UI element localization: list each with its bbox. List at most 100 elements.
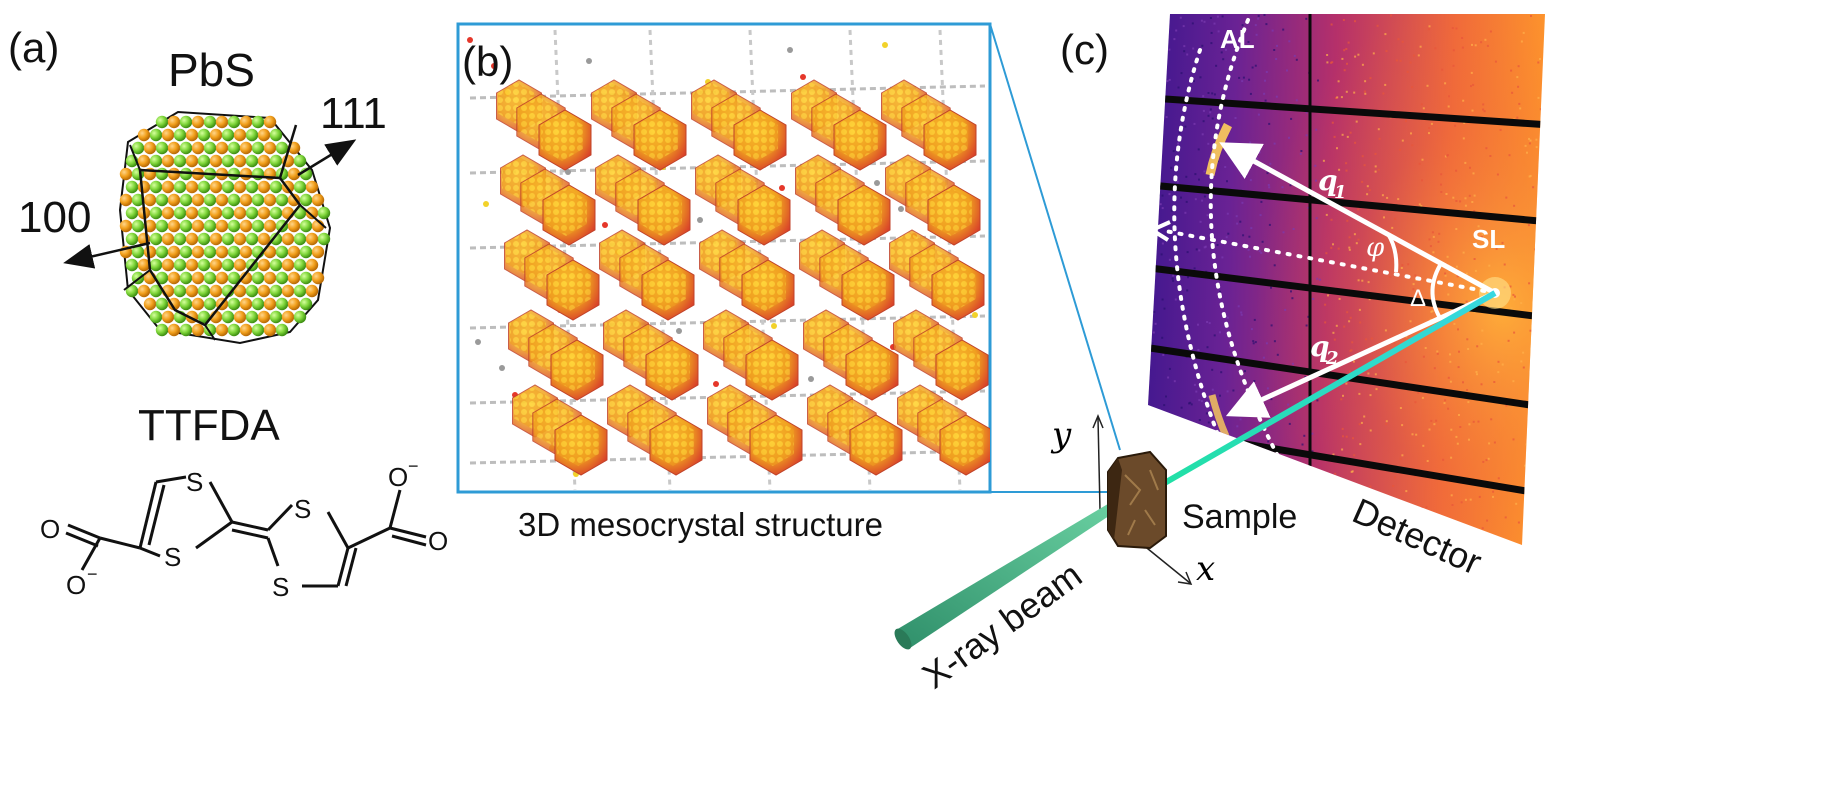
atom (185, 128, 199, 142)
atom-lattice (119, 115, 331, 337)
atom (245, 284, 259, 298)
atom (269, 206, 283, 220)
atom (197, 206, 211, 220)
atom (257, 284, 271, 298)
atom (209, 284, 223, 298)
reference-arrowhead (1147, 220, 1171, 242)
atom (257, 310, 271, 324)
panel-a-tag: (a) (8, 24, 59, 71)
charge-o-3: − (408, 456, 419, 476)
atom (125, 180, 139, 194)
atom (173, 206, 187, 220)
atom (203, 141, 217, 155)
atom-o-3: O (388, 462, 408, 492)
atom (203, 245, 217, 259)
atom (209, 258, 223, 272)
atom (233, 310, 247, 324)
atom-s-4: S (272, 572, 289, 602)
atom (239, 141, 253, 155)
atom (275, 141, 289, 155)
atom (221, 154, 235, 168)
atom (155, 323, 169, 337)
atom (257, 154, 271, 168)
atom (155, 167, 169, 181)
atom (197, 310, 211, 324)
atom (227, 219, 241, 233)
atom (275, 245, 289, 259)
atom (263, 193, 277, 207)
atom (227, 167, 241, 181)
atom (155, 245, 169, 259)
atom (125, 232, 139, 246)
atom (221, 310, 235, 324)
atom (239, 193, 253, 207)
atom (161, 258, 175, 272)
atom (215, 141, 229, 155)
atom (281, 310, 295, 324)
sl-label: SL (1472, 224, 1505, 254)
atom (179, 271, 193, 285)
atom (269, 284, 283, 298)
atom (275, 271, 289, 285)
atom (161, 154, 175, 168)
atom (209, 154, 223, 168)
atom (215, 115, 229, 129)
atom (149, 180, 163, 194)
atom (281, 258, 295, 272)
atom (173, 258, 187, 272)
atom (299, 297, 313, 311)
scattered-beam (1133, 290, 1497, 503)
atom (233, 284, 247, 298)
atom (149, 310, 163, 324)
atom (251, 297, 265, 311)
atom (245, 232, 259, 246)
atom (155, 115, 169, 129)
atom (173, 232, 187, 246)
atom (155, 141, 169, 155)
atom (233, 258, 247, 272)
atom (263, 271, 277, 285)
atom (161, 180, 175, 194)
atom (299, 219, 313, 233)
atom (203, 115, 217, 129)
atom (155, 193, 169, 207)
atom (179, 219, 193, 233)
atom (167, 245, 181, 259)
atom (227, 297, 241, 311)
atom (263, 219, 277, 233)
atom (299, 245, 313, 259)
facet-100-label: 100 (18, 193, 91, 242)
atom (311, 271, 325, 285)
atom (167, 193, 181, 207)
atom (227, 141, 241, 155)
atom (293, 284, 307, 298)
atom (173, 284, 187, 298)
zoom-connector-top (989, 23, 1121, 451)
atom (125, 206, 139, 220)
atom (257, 258, 271, 272)
atom (311, 245, 325, 259)
atom (143, 245, 157, 259)
atom (137, 258, 151, 272)
sample (1107, 450, 1167, 550)
atom (221, 284, 235, 298)
atom (203, 219, 217, 233)
atom (149, 258, 163, 272)
atom (179, 245, 193, 259)
atom (209, 206, 223, 220)
atom (251, 167, 265, 181)
atom (173, 180, 187, 194)
atom (149, 206, 163, 220)
atom (119, 219, 133, 233)
atom (287, 219, 301, 233)
atom (251, 141, 265, 155)
atom (287, 245, 301, 259)
atom (239, 245, 253, 259)
atom (317, 232, 331, 246)
atom (245, 154, 259, 168)
atom (269, 258, 283, 272)
panel-b: (b) 3D mesocrystal structure (456, 22, 992, 543)
atom (179, 167, 193, 181)
q2-label: q 2 (1310, 330, 1339, 369)
